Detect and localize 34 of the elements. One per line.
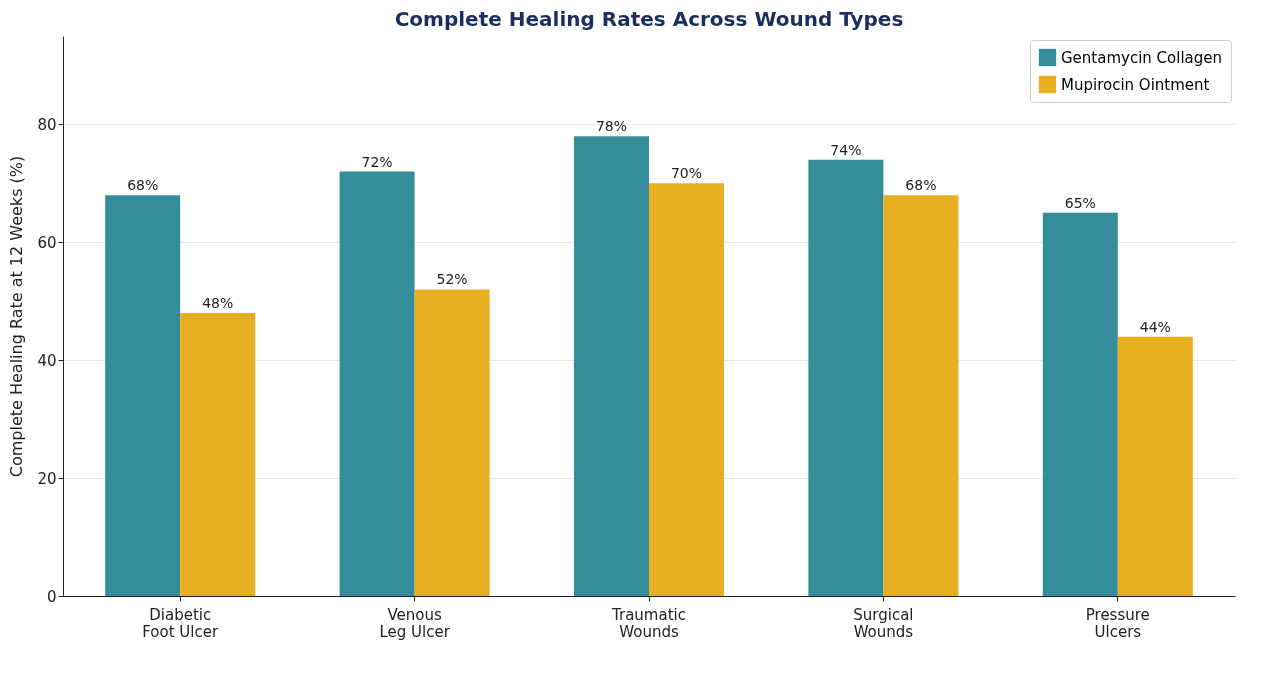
x-tick-label: Venous Leg Ulcer: [379, 605, 451, 641]
data-label: 52%: [436, 271, 468, 288]
bar: [808, 159, 884, 596]
data-label: 74%: [830, 141, 862, 158]
bar: [573, 136, 649, 596]
data-label: 48%: [202, 295, 234, 312]
data-label: 68%: [127, 177, 159, 194]
bar: [105, 195, 181, 596]
chart-title: Complete Healing Rates Across Wound Types: [394, 7, 904, 31]
data-label: 44%: [1139, 318, 1171, 335]
x-tick-label: Traumatic Wounds: [611, 605, 686, 641]
data-label: 70%: [670, 165, 703, 182]
y-tick-label: 60: [37, 233, 57, 252]
legend-label: Gentamycin Collagen: [1061, 48, 1223, 67]
bar: [883, 195, 959, 596]
legend-label: Mupirocin Ointment: [1061, 75, 1210, 94]
x-tick-label: Surgical Wounds: [853, 605, 914, 641]
y-tick-label: 40: [37, 351, 57, 370]
data-label: 68%: [905, 177, 937, 194]
y-axis-title: Complete Healing Rate at 12 Weeks (%): [7, 155, 27, 478]
data-label: 72%: [361, 153, 393, 170]
bar: [180, 313, 256, 596]
bar: [414, 289, 490, 596]
y-tick-label: 20: [37, 469, 57, 488]
x-tick-label: Diabetic Foot Ulcer: [142, 605, 219, 641]
y-tick-label: 0: [46, 587, 57, 606]
bar: [649, 183, 725, 596]
data-label: 65%: [1064, 194, 1096, 211]
data-label: 78%: [595, 118, 628, 135]
bar: [1117, 336, 1193, 596]
x-tick-label: Pressure Ulcers: [1085, 605, 1150, 641]
bar: [1042, 212, 1118, 596]
y-tick-label: 80: [37, 115, 57, 134]
bar: [339, 171, 415, 596]
